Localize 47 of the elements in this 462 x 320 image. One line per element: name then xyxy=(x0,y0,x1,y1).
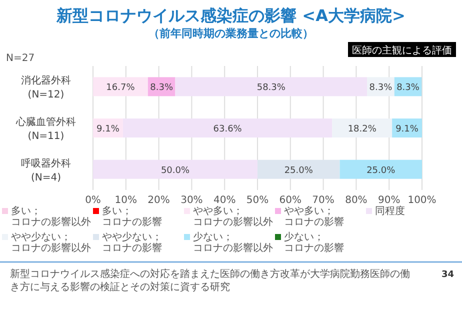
bar xyxy=(340,160,422,179)
x-tick-label: 20% xyxy=(148,195,170,206)
legend-label: やや少ない；コロナの影響以外 xyxy=(11,231,91,254)
data-label: 18.2% xyxy=(348,124,377,134)
bar xyxy=(175,77,368,96)
legend-label: 少ない；コロナの影響 xyxy=(284,231,344,254)
text: 34 xyxy=(441,270,454,280)
bar xyxy=(332,118,392,138)
data-label: 58.3% xyxy=(256,83,286,94)
data-label: 50.0% xyxy=(160,166,190,176)
data-label: 16.7% xyxy=(106,83,136,94)
x-tick-label: 50% xyxy=(246,195,269,206)
x-tick-label: 0% xyxy=(85,195,101,206)
legend-label: 少ない；コロナの影響以外 xyxy=(193,231,273,254)
bar xyxy=(93,160,258,179)
y-tick-label: 消化器外科 (N=12) xyxy=(21,74,71,101)
legend-label: やや多い；コロナの影響 xyxy=(284,205,344,228)
x-tick-label: 90% xyxy=(378,195,400,206)
y-tick-label: 呼吸器外科 (N=4) xyxy=(21,157,71,184)
data-label: 9.1% xyxy=(96,124,120,134)
legend-label: 同程度 xyxy=(375,205,405,217)
text: 医師の主観による評価 xyxy=(352,44,452,56)
chart-title: 新型コロナウイルス感染症の影響 <A大学病院> xyxy=(56,6,406,25)
bar xyxy=(258,160,340,179)
text: 新型コロナウイルス感染症への対応を踏まえた医師の働き方改革が大学病院勤務医師の働き方に与える影響の検証とその対策に資する研究 xyxy=(10,268,410,293)
x-tick-label: 30% xyxy=(180,195,203,206)
legend-label: やや多い；コロナの影響以外 xyxy=(193,205,273,228)
chart-subtitle: （前年同時期の業務量との比較） xyxy=(148,27,314,40)
x-tick-label: 40% xyxy=(213,195,236,206)
data-label: 25.0% xyxy=(366,166,396,176)
data-label: 63.6% xyxy=(213,124,242,134)
y-tick-label: 心臓血管外科 (N=11) xyxy=(15,116,76,142)
x-tick-label: 100% xyxy=(408,195,436,206)
text: N=27 xyxy=(6,53,35,64)
data-label: 25.0% xyxy=(284,166,314,176)
data-label: 9.1% xyxy=(396,124,419,134)
x-tick-label: 80% xyxy=(345,195,368,206)
x-tick-label: 10% xyxy=(114,195,138,206)
bar xyxy=(93,77,148,96)
x-tick-label: 70% xyxy=(312,195,334,206)
x-tick-label: 60% xyxy=(279,195,302,206)
legend-label: 多い；コロナの影響以外 xyxy=(11,205,91,228)
legend-label: 多い；コロナの影響 xyxy=(102,205,162,228)
legend-label: やや少ない；コロナの影響 xyxy=(102,231,162,254)
data-label: 8.3% xyxy=(369,83,393,94)
data-label: 8.3% xyxy=(396,83,420,94)
data-label: 8.3% xyxy=(150,83,174,94)
